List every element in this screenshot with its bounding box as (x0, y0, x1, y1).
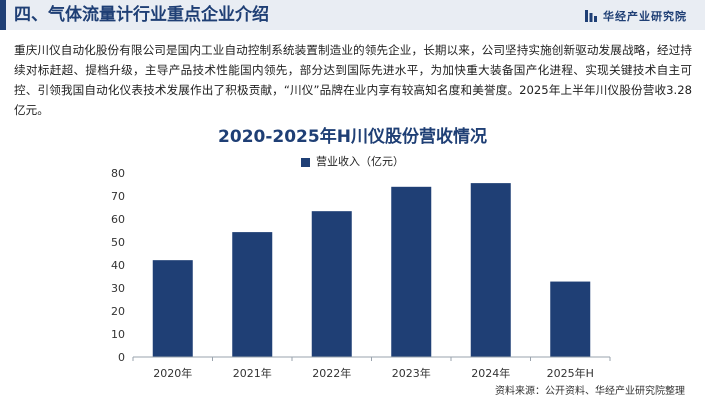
y-tick-label: 80 (111, 167, 125, 180)
intro-paragraph: 重庆川仪自动化股份有限公司是国内工业自动控制系统装置制造业的领先企业，长期以来，… (14, 43, 692, 117)
legend-swatch (301, 157, 310, 167)
bar-5 (550, 281, 591, 357)
source-note: 资料来源：公开资料、华经产业研究院整理 (495, 386, 685, 397)
page-title: 四、气体流量计行业重点企业介绍 (14, 5, 269, 25)
chart-legend: 营业收入（亿元） (0, 155, 705, 169)
y-tick-label: 70 (111, 190, 125, 203)
page-header: 四、气体流量计行业重点企业介绍 华经产业研究院 (0, 0, 705, 30)
bars (152, 183, 591, 357)
bar-4 (470, 183, 511, 357)
y-tick-label: 30 (111, 282, 125, 295)
x-tick-label: 2024年 (471, 366, 510, 380)
x-tick-label: 2025年H (547, 366, 594, 380)
y-tick-label: 20 (111, 305, 125, 318)
chart-title: 2020-2025年H川仪股份营收情况 (218, 127, 487, 147)
y-axis: 0 10 20 30 40 50 60 70 80 (111, 167, 125, 364)
x-tick-label: 2021年 (233, 366, 272, 380)
x-tick-label: 2020年 (153, 366, 192, 380)
y-tick-label: 10 (111, 328, 125, 341)
y-tick-label: 0 (118, 351, 125, 364)
x-tick-label: 2022年 (312, 366, 351, 380)
bar-0 (152, 260, 193, 357)
brand-logo-icon (585, 10, 597, 22)
bar-2 (311, 211, 352, 357)
legend-label: 营业收入（亿元） (316, 155, 404, 168)
y-tick-label: 40 (111, 259, 125, 272)
brand: 华经产业研究院 (584, 8, 687, 24)
brand-name: 华经产业研究院 (603, 10, 687, 23)
header-accent-bar (0, 0, 6, 30)
bar-1 (232, 232, 273, 357)
y-tick-label: 60 (111, 213, 125, 226)
y-tick-label: 50 (111, 236, 125, 249)
x-axis: 2020年 2021年 2022年 2023年 2024年 2025年H (132, 356, 611, 380)
x-tick-label: 2023年 (392, 366, 431, 380)
bar-3 (391, 186, 432, 357)
